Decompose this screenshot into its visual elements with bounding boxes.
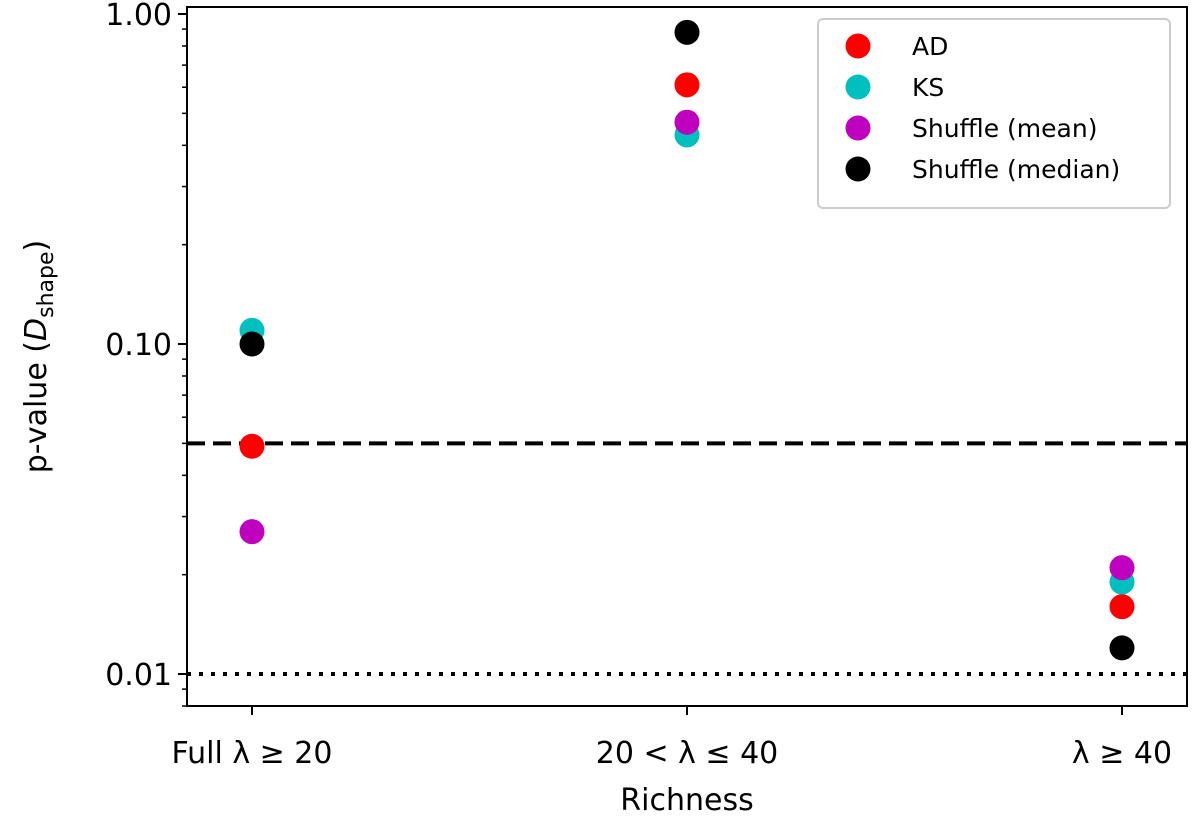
y-tick-label: 0.01 bbox=[105, 658, 172, 693]
point-shuffle-mean bbox=[674, 109, 700, 135]
x-tick-label-math: 20 < λ ≤ 40 bbox=[596, 736, 779, 771]
legend-marker bbox=[845, 115, 871, 141]
point-ad bbox=[239, 433, 265, 459]
point-shuffle-mean bbox=[1109, 555, 1135, 581]
y-axis-title-suffix: ) bbox=[19, 240, 54, 252]
y-axis-title-symbol: D bbox=[19, 318, 54, 341]
reference-lines bbox=[187, 441, 1187, 677]
x-tick-label-math: λ ≥ 20 bbox=[232, 736, 332, 771]
legend-label: KS bbox=[912, 73, 944, 102]
legend-marker bbox=[845, 33, 871, 59]
point-shuffle-median bbox=[1109, 635, 1135, 661]
legend-marker bbox=[845, 74, 871, 100]
y-axis-title-prefix: p-value ( bbox=[19, 341, 54, 473]
data-points bbox=[239, 19, 1135, 661]
point-ad bbox=[1109, 594, 1135, 620]
legend-label: AD bbox=[912, 32, 948, 61]
legend-label: Shuffle (mean) bbox=[912, 114, 1097, 143]
legend-box bbox=[817, 18, 1171, 209]
x-tick-label-math: λ ≥ 40 bbox=[1072, 736, 1172, 771]
y-axis-title: p-value (Dshape) bbox=[19, 240, 59, 473]
x-tick-label-text: Full bbox=[172, 736, 233, 771]
y-axis: 0.01 0.10 1.00 bbox=[105, 0, 187, 707]
point-ad bbox=[674, 72, 700, 98]
x-tick-label: λ ≥ 40 bbox=[1072, 736, 1172, 771]
point-shuffle-mean bbox=[239, 519, 265, 545]
legend-label: Shuffle (median) bbox=[912, 155, 1120, 184]
x-tick-label: Full λ ≥ 20 bbox=[172, 736, 333, 771]
y-tick-label: 1.00 bbox=[105, 0, 172, 33]
legend: AD KS Shuffle (mean) Shuffle (median) bbox=[817, 18, 1171, 209]
x-axis: Full λ ≥ 20 20 < λ ≤ 40 λ ≥ 40 bbox=[172, 706, 1172, 771]
y-tick-label: 0.10 bbox=[105, 328, 172, 363]
y-axis-title-subscript: shape bbox=[34, 251, 59, 317]
point-shuffle-median bbox=[239, 331, 265, 357]
x-tick-label: 20 < λ ≤ 40 bbox=[596, 736, 779, 771]
x-axis-title: Richness bbox=[620, 783, 753, 816]
legend-marker bbox=[845, 156, 871, 182]
point-shuffle-median bbox=[674, 19, 700, 45]
